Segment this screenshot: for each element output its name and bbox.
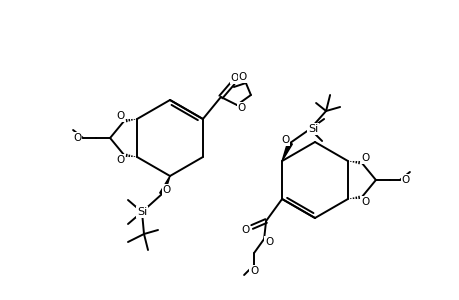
Polygon shape	[281, 142, 292, 161]
Text: Si: Si	[307, 124, 318, 134]
Text: Si: Si	[137, 207, 147, 217]
Text: O: O	[237, 103, 246, 113]
Text: O: O	[361, 197, 369, 207]
Text: O: O	[230, 73, 239, 83]
Polygon shape	[159, 176, 170, 195]
Text: O: O	[249, 266, 257, 276]
Text: O: O	[238, 72, 246, 82]
Text: O: O	[264, 237, 273, 247]
Text: O: O	[401, 175, 409, 185]
Text: O: O	[162, 185, 171, 195]
Text: O: O	[361, 153, 369, 163]
Text: O: O	[280, 135, 289, 145]
Text: O: O	[116, 111, 124, 121]
Text: O: O	[116, 155, 124, 165]
Text: O: O	[73, 133, 81, 143]
Text: O: O	[241, 225, 249, 235]
